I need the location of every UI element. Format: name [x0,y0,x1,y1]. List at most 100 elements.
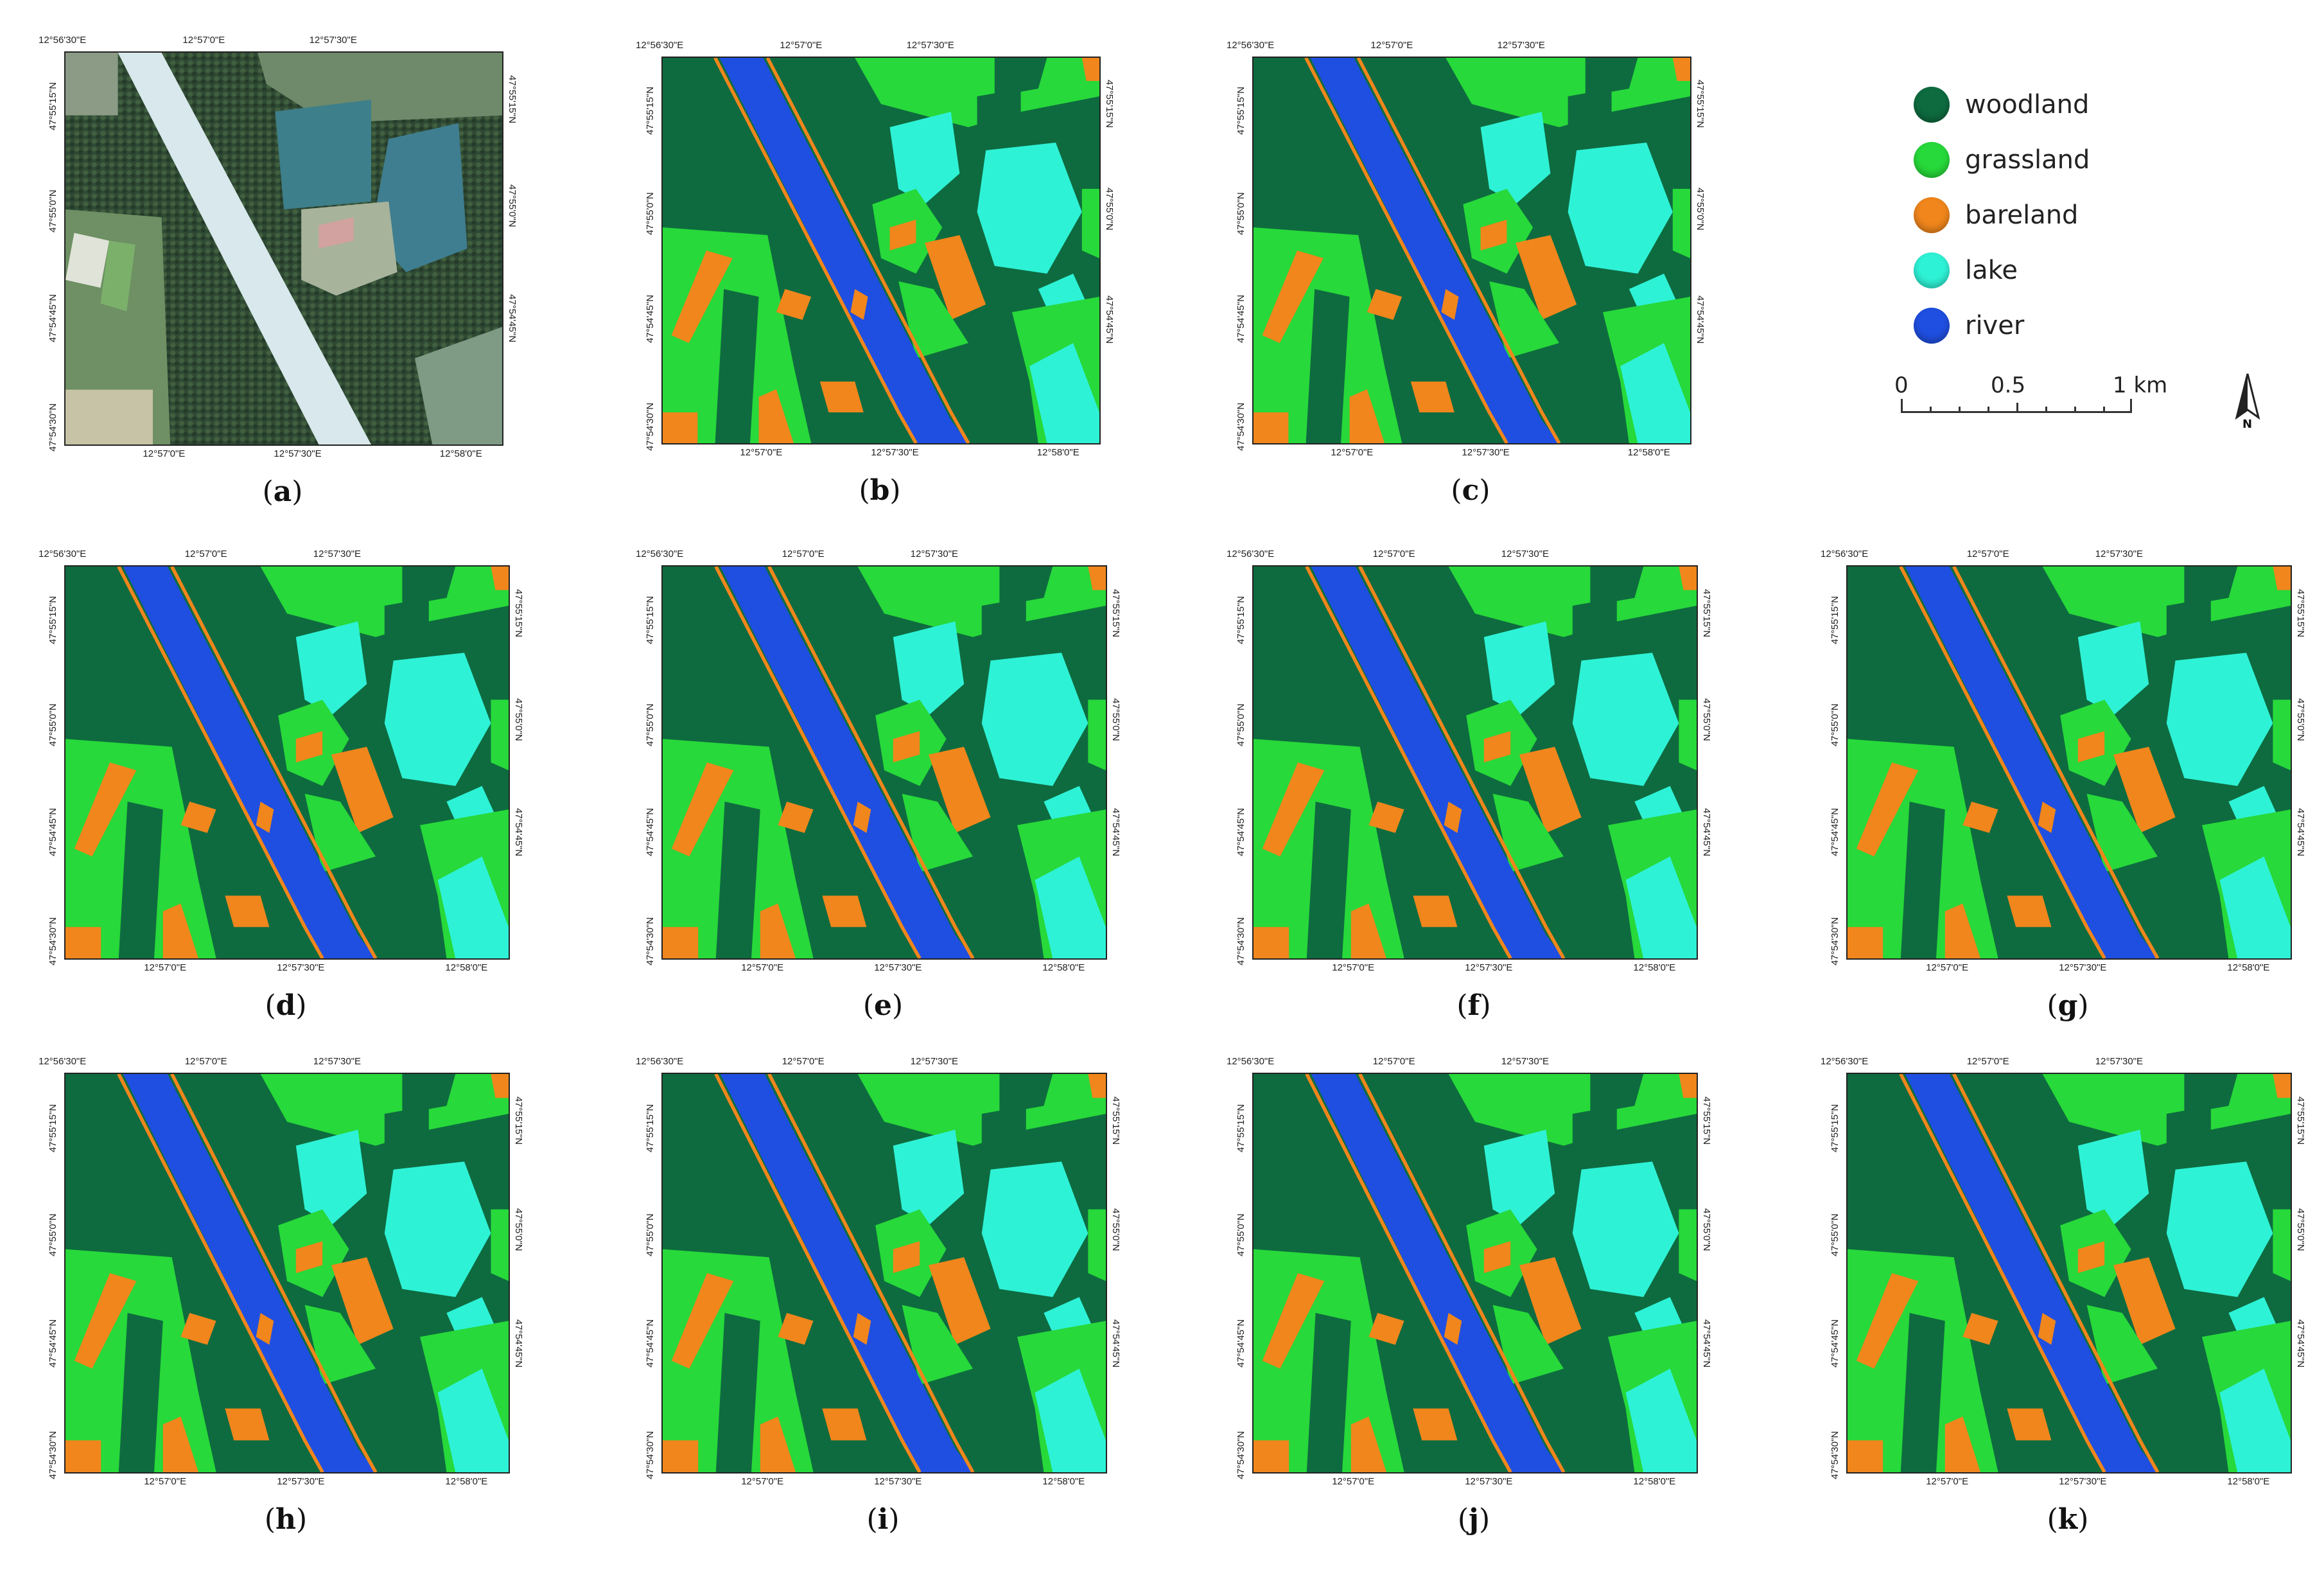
scale-label-0: 0 [1894,373,1909,398]
tick-top: 12°57'0"E [1966,1056,2009,1067]
classification-map [1252,57,1691,444]
tick-bottom: 12°57'30"E [2059,962,2107,973]
tick-left: 47°55'15"N [1236,1104,1246,1153]
tick-left: 47°55'15"N [48,596,58,645]
tick-top: 12°57'0"E [1370,40,1413,51]
tick-right: 47°55'15"N [513,1096,524,1145]
tick-bottom: 12°58'0"E [1627,447,1670,458]
scale-label-1km: 1 km [2113,373,2168,398]
tick-top: 12°56'30"E [1227,40,1275,51]
tick-top: 12°57'30"E [313,549,362,559]
tick-left: 47°54'30"N [645,402,656,451]
tick-right: 47°54'45"N [1110,808,1121,857]
legend-label: lake [1965,256,2018,285]
tick-top: 12°57'30"E [2095,549,2144,559]
tick-left: 47°55'15"N [645,86,656,135]
panel-caption-f: (f) [1456,989,1491,1022]
tick-top: 12°56'30"E [636,40,684,51]
panel-caption-i: (i) [866,1503,900,1536]
tick-right: 47°55'0"N [1695,188,1706,231]
tick-right: 47°54'45"N [2295,808,2306,857]
tick-left: 47°55'15"N [1236,86,1246,135]
tick-top: 12°56'30"E [1227,1056,1275,1067]
tick-right: 47°55'0"N [1701,1208,1712,1251]
legend-label: woodland [1965,90,2090,119]
tick-bottom: 12°57'0"E [1332,962,1375,973]
legend-item-river: river [1914,298,2248,353]
tick-bottom: 12°58'0"E [1042,1476,1085,1487]
legend-label: grassland [1965,145,2090,175]
tick-left: 47°55'0"N [48,189,58,233]
tick-right: 47°55'15"N [513,588,524,637]
tick-left: 47°54'30"N [645,917,656,966]
tick-left: 47°54'30"N [1830,917,1840,966]
tick-bottom: 12°58'0"E [1633,962,1676,973]
tick-left: 47°55'15"N [645,1104,656,1153]
tick-right: 47°55'0"N [1110,698,1121,742]
panel-caption-e: (e) [862,989,904,1022]
tick-bottom: 12°57'0"E [741,1476,784,1487]
tick-right: 47°55'0"N [2295,698,2306,742]
tick-bottom: 12°57'0"E [1331,447,1374,458]
tick-right: 47°54'45"N [513,808,524,857]
tick-left: 47°54'45"N [645,294,656,343]
tick-top: 12°57'30"E [1501,549,1550,559]
tick-top: 12°57'30"E [906,40,954,51]
tick-top: 12°56'30"E [1227,549,1275,559]
scale-line [1901,399,2132,413]
tick-right: 47°55'15"N [1701,1096,1712,1145]
tick-bottom: 12°58'0"E [445,962,488,973]
classification-map [64,565,510,960]
tick-left: 47°55'15"N [1830,596,1840,645]
tick-left: 47°55'0"N [48,703,58,746]
legend-item-bareland: bareland [1914,188,2248,243]
tick-left: 47°54'45"N [1830,1319,1840,1368]
tick-left: 47°54'45"N [645,1319,656,1368]
tick-top: 12°57'30"E [2095,1056,2144,1067]
tick-left: 47°55'15"N [48,82,58,131]
scale-label-half: 0.5 [1991,373,2026,398]
panel-caption-h: (h) [264,1503,308,1536]
tick-top: 12°56'30"E [636,549,684,559]
tick-bottom: 12°58'0"E [2227,962,2270,973]
tick-top: 12°56'30"E [39,549,87,559]
panel-caption-j: (j) [1457,1503,1490,1536]
classification-map [1846,565,2292,960]
tick-top: 12°57'30"E [1501,1056,1550,1067]
tick-left: 47°55'0"N [645,192,656,235]
tick-right: 47°54'45"N [1104,295,1115,344]
tick-left: 47°54'45"N [48,807,58,856]
tick-left: 47°54'30"N [48,403,58,452]
tick-left: 47°54'30"N [1236,1430,1246,1479]
tick-right: 47°55'15"N [2295,588,2306,637]
tick-right: 47°54'45"N [1701,1319,1712,1368]
tick-bottom: 12°57'0"E [143,448,186,459]
tick-left: 47°54'45"N [645,807,656,856]
tick-left: 47°55'15"N [1236,596,1246,645]
tick-left: 47°55'0"N [645,1213,656,1256]
tick-top: 12°57'0"E [1372,1056,1415,1067]
tick-top: 12°57'0"E [782,549,825,559]
tick-left: 47°54'45"N [1830,807,1840,856]
tick-bottom: 12°58'0"E [1042,962,1085,973]
tick-right: 47°55'15"N [1701,588,1712,637]
tick-left: 47°54'45"N [48,1319,58,1368]
classification-map [1252,565,1698,960]
panel-caption-g: (g) [2047,989,2089,1022]
tick-bottom: 12°58'0"E [1633,1476,1676,1487]
tick-top: 12°57'0"E [184,549,227,559]
tick-top: 12°57'0"E [1966,549,2009,559]
tick-top: 12°57'0"E [184,1056,227,1067]
panel-caption-a: (a) [262,475,303,508]
classification-map [661,565,1107,960]
classification-map [1252,1073,1698,1474]
panel-caption-c: (c) [1451,474,1490,507]
tick-left: 47°55'0"N [1830,1213,1840,1256]
legend-label: river [1965,311,2025,340]
tick-left: 47°54'45"N [1236,807,1246,856]
tick-bottom: 12°57'30"E [277,1476,325,1487]
north-label: N [2242,418,2253,431]
tick-bottom: 12°57'30"E [1465,962,1513,973]
tick-bottom: 12°57'30"E [874,1476,922,1487]
tick-right: 47°54'45"N [1701,808,1712,857]
